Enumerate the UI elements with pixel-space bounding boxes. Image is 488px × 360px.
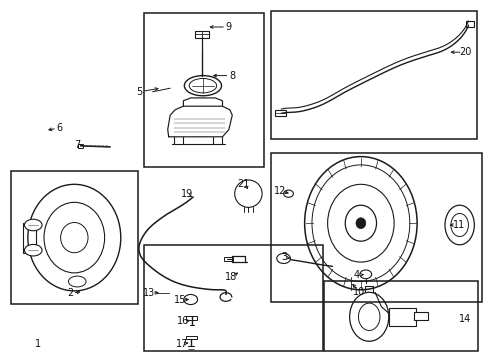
Text: 5: 5 [136, 87, 142, 97]
Text: 1: 1 [35, 339, 41, 349]
Bar [388, 308, 415, 326]
Text: 2: 2 [67, 288, 73, 298]
Text: 6: 6 [57, 123, 62, 133]
Bar [224, 257, 232, 261]
Text: 21: 21 [236, 179, 249, 189]
Text: 3: 3 [281, 252, 287, 262]
Text: 9: 9 [225, 22, 231, 32]
Bar [144, 245, 322, 351]
Text: 19: 19 [180, 189, 193, 199]
Bar [78, 144, 83, 148]
Text: 4: 4 [353, 270, 359, 280]
Text: 20: 20 [458, 47, 471, 57]
Ellipse shape [276, 253, 290, 264]
Bar [271, 153, 481, 302]
Bar [194, 31, 209, 38]
Bar [185, 336, 196, 339]
Bar [11, 171, 138, 304]
Bar [413, 312, 427, 320]
Ellipse shape [183, 294, 197, 305]
Text: 7: 7 [74, 140, 80, 150]
Text: 15: 15 [173, 294, 186, 305]
Text: 12: 12 [273, 186, 285, 196]
Text: 17: 17 [175, 339, 188, 349]
Bar [323, 281, 477, 351]
Ellipse shape [44, 202, 104, 273]
Bar [186, 316, 197, 320]
Ellipse shape [24, 219, 42, 231]
Ellipse shape [358, 303, 379, 330]
Ellipse shape [355, 218, 365, 229]
Bar [274, 110, 285, 116]
Bar [144, 13, 264, 167]
Text: 8: 8 [229, 71, 235, 81]
Text: 11: 11 [451, 220, 464, 230]
Text: 16: 16 [177, 316, 189, 326]
Ellipse shape [359, 270, 371, 279]
Ellipse shape [24, 244, 42, 256]
Text: 18: 18 [224, 272, 237, 282]
Text: 13: 13 [142, 288, 155, 298]
Text: 10: 10 [352, 287, 365, 297]
Bar [271, 11, 476, 139]
Text: 14: 14 [458, 314, 471, 324]
Ellipse shape [450, 213, 468, 237]
Bar [23, 223, 36, 253]
Bar [465, 21, 473, 27]
